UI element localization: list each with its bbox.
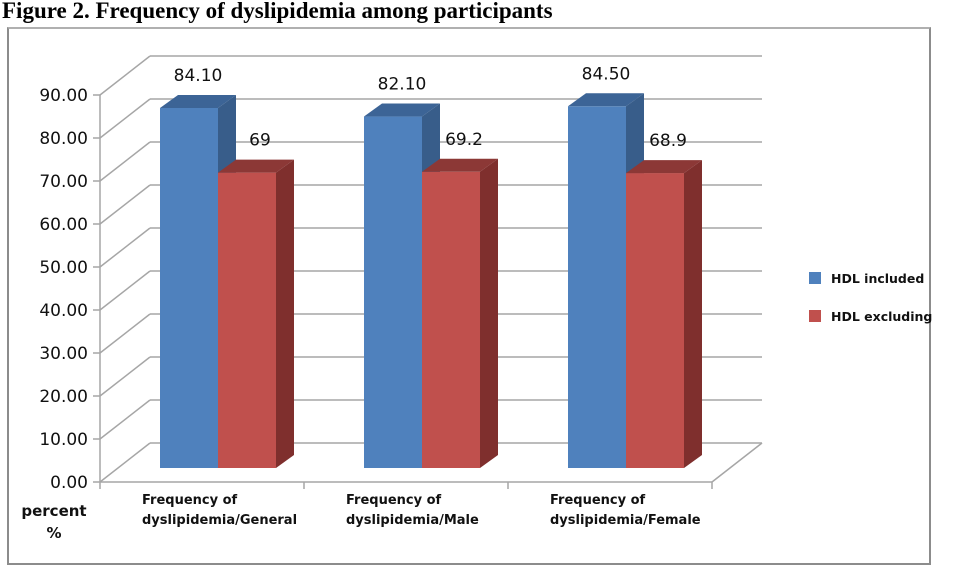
bar-side	[276, 159, 294, 468]
data-label: 69	[249, 131, 271, 151]
gridline-side	[99, 356, 151, 397]
y-tick-label: 70.00	[39, 172, 88, 192]
data-label: 82.10	[378, 75, 427, 95]
gridline-side	[99, 184, 151, 225]
floor-right-edge	[711, 442, 763, 483]
bar-front	[218, 172, 276, 468]
category-label: dyslipidemia/Male	[346, 513, 479, 528]
bar-top	[422, 158, 498, 172]
y-tick-label: 90.00	[39, 86, 88, 106]
y-tick-label: 0.00	[50, 473, 88, 493]
category-label: dyslipidemia/Female	[550, 513, 701, 528]
x-axis-categories: Frequency of dyslipidemia/General Frequenc…	[142, 493, 701, 528]
y-tick-label: 10.00	[39, 430, 88, 450]
y-tick-label: 30.00	[39, 344, 88, 364]
category-label: dyslipidemia/General	[142, 513, 297, 528]
bar-front	[160, 108, 218, 468]
data-label: 68.9	[649, 131, 687, 151]
gridline-side	[99, 442, 151, 483]
legend: HDL included HDL excluding	[809, 271, 932, 324]
data-label: 84.50	[582, 64, 631, 84]
figure-title: Figure 2. Frequency of dyslipidemia amon…	[2, 0, 553, 23]
gridline-side	[99, 98, 151, 139]
bar-top	[568, 93, 644, 107]
gridline-side	[99, 313, 151, 354]
bars	[160, 93, 702, 469]
bar-front	[364, 116, 422, 469]
bar-side	[684, 160, 702, 468]
legend-swatch	[809, 310, 821, 322]
bar-top	[364, 103, 440, 117]
gridline-side	[99, 227, 151, 268]
gridline-side	[99, 141, 151, 182]
category-label: Frequency of	[142, 493, 238, 508]
gridline-side	[99, 399, 151, 440]
gridline-side	[99, 55, 151, 96]
legend-swatch	[809, 272, 821, 284]
bar-front	[626, 173, 684, 468]
y-axis-label-line: percent	[21, 502, 86, 520]
bar-top	[218, 159, 294, 173]
y-axis-label-line: %	[46, 524, 61, 542]
y-tick-label: 80.00	[39, 129, 88, 149]
y-axis-ticks: 0.00 10.00 20.00 30.00 40.00 50.00 60.00 70.00 8…	[39, 86, 88, 493]
y-tick-label: 60.00	[39, 215, 88, 235]
bar-top	[160, 95, 236, 108]
data-labels: 84.10 69 82.10 69.2 84.50 68.9	[174, 64, 687, 151]
legend-label: HDL excluding	[831, 309, 932, 324]
gridline-side	[99, 270, 151, 311]
data-label: 69.2	[445, 130, 483, 150]
bar-top	[626, 160, 702, 174]
legend-label: HDL included	[831, 271, 924, 286]
y-tick-label: 40.00	[39, 301, 88, 321]
bar-side	[480, 158, 498, 468]
y-axis-label: percent%	[21, 502, 86, 542]
bar-front	[568, 106, 626, 468]
bar-front	[422, 171, 480, 468]
category-label: Frequency of	[550, 493, 646, 508]
category-label: Frequency of	[346, 493, 442, 508]
y-tick-label: 20.00	[39, 387, 88, 407]
y-tick-label: 50.00	[39, 258, 88, 278]
data-label: 84.10	[174, 66, 223, 86]
chart-frame	[7, 27, 931, 565]
